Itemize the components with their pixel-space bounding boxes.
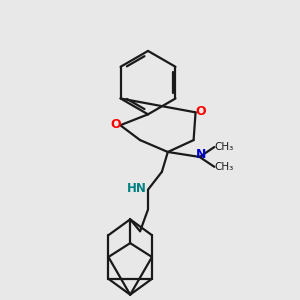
Text: HN: HN <box>127 182 147 195</box>
Text: O: O <box>195 105 206 118</box>
Text: CH₃: CH₃ <box>215 142 234 152</box>
Text: O: O <box>110 118 121 131</box>
Text: CH₃: CH₃ <box>215 162 234 172</box>
Text: N: N <box>196 148 207 161</box>
